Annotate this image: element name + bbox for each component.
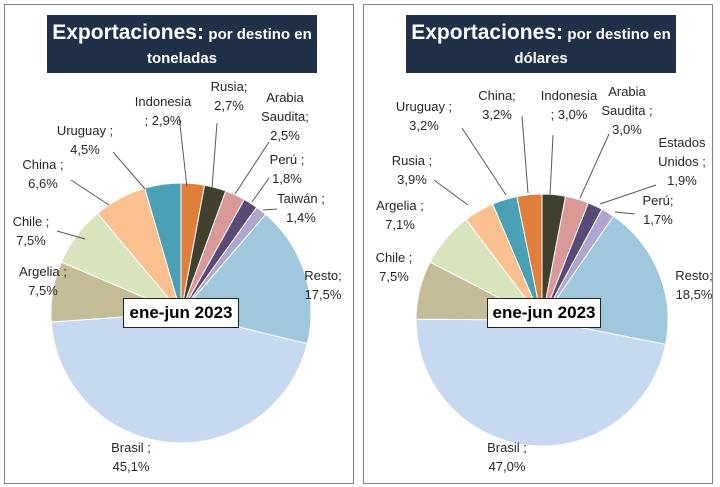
pie-slice-brasil (50, 312, 308, 444)
data-label-argelia: Argelia ; 7,5% (19, 264, 67, 298)
chart-title: Exportaciones: (52, 21, 204, 44)
leader-line (614, 211, 636, 215)
leader-line (461, 127, 507, 196)
chart-subtitle: por destino en dólares (514, 26, 671, 67)
leader-line (433, 179, 469, 206)
data-label-resto: Resto; 18,5% (675, 268, 713, 302)
data-label-arabia-saudita: Arabia Saudita; 2,5% (261, 90, 309, 143)
chart-subtitle: por destino en toneladas (146, 26, 312, 67)
chart-panel-dolares: Indonesia; 3,0% Arabia Saudita ; 3,0% Estado… (363, 4, 713, 484)
data-label-per-: Perú; 1,7% (642, 193, 673, 227)
period-label: ene-jun 2023 (123, 298, 239, 328)
leader-line (56, 230, 86, 240)
pie-slice-china (516, 193, 543, 321)
data-label-china: China; 3,2% (478, 88, 516, 122)
data-label-indonesia: Indonesia; 3,0% (541, 88, 598, 122)
leader-line (178, 115, 188, 188)
pie-chart-dolares: Indonesia; 3,0%Arabia Saudita ; 3,0%Estado… (376, 84, 713, 474)
data-label-estados-unidos: Estados Unidos ; 1,9% (658, 135, 706, 188)
chart-title-box: Exportaciones: por destino en dólares (406, 15, 676, 73)
data-label-brasil: Brasil ; 47,0% (487, 440, 527, 474)
chart-title-box: Exportaciones: por destino en toneladas (47, 15, 317, 73)
leader-line (262, 208, 278, 211)
leader-line (549, 134, 554, 197)
chart-title: Exportaciones: (411, 21, 563, 44)
data-label-per-: Perú ; 1,8% (270, 152, 305, 186)
leader-line (579, 133, 610, 199)
data-label-argelia: Argelia ; 7,1% (376, 198, 424, 232)
leader-line (112, 151, 146, 190)
period-label: ene-jun 2023 (487, 298, 601, 328)
pie-chart-toneladas: Indonesia; 2,9% Rusia; 2,7% Arabia Saudita; 2… (13, 79, 342, 474)
data-label-taiw-n: Taiwán ; 1,4% (277, 191, 325, 225)
chart-panel-toneladas: Indonesia; 2,9% Rusia; 2,7% Arabia Saudita; 2… (4, 4, 354, 484)
leader-line (599, 184, 657, 205)
data-label-resto: Resto; 17,5% (304, 268, 342, 302)
data-label-uruguay: Uruguay ; 4,5% (57, 123, 113, 157)
data-label-brasil: Brasil ; 45,1% (111, 440, 151, 474)
leader-line (211, 122, 218, 189)
leader-line (234, 141, 270, 195)
leader-line (521, 115, 529, 194)
data-label-rusia: Rusia; 2,7% (211, 79, 248, 113)
data-label-chile: Chile ; 7,5% (376, 250, 413, 284)
pie-slice-brasil (415, 318, 667, 447)
data-label-rusia: Rusia ; 3,9% (392, 153, 432, 187)
leader-line (251, 177, 270, 203)
data-label-indonesia: Indonesia; 2,9% (135, 94, 192, 128)
data-label-china: China ; 6,6% (22, 157, 63, 191)
leader-line (70, 179, 110, 206)
data-label-chile: Chile ; 7,5% (13, 214, 50, 248)
data-label-arabia-saudita: Arabia Saudita ; 3,0% (601, 84, 652, 137)
data-label-uruguay: Uruguay ; 3,2% (396, 99, 452, 133)
